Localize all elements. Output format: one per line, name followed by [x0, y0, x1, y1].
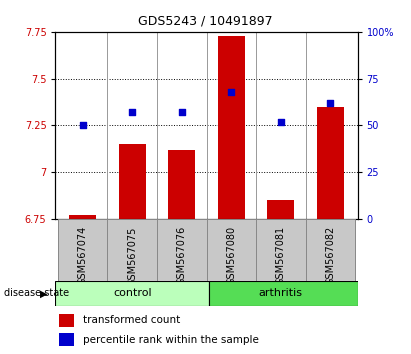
Text: GSM567082: GSM567082	[326, 226, 335, 285]
Bar	[157, 219, 207, 281]
Bar	[55, 281, 209, 306]
Text: GSM567080: GSM567080	[226, 226, 236, 285]
Bar	[256, 219, 305, 281]
Bar	[267, 200, 294, 219]
Point	[228, 89, 235, 95]
Text: GSM567074: GSM567074	[78, 226, 88, 285]
Bar	[69, 215, 96, 219]
Point	[79, 122, 86, 128]
Bar	[108, 219, 157, 281]
Bar	[218, 36, 245, 219]
Text: GSM567076: GSM567076	[177, 226, 187, 285]
Text: arthritis: arthritis	[259, 289, 303, 298]
Bar	[58, 333, 74, 346]
Bar	[58, 314, 74, 327]
Text: percentile rank within the sample: percentile rank within the sample	[83, 335, 259, 345]
Text: GSM567081: GSM567081	[276, 226, 286, 285]
Bar	[206, 219, 256, 281]
Point	[277, 119, 284, 124]
Text: disease state: disease state	[4, 289, 69, 298]
Bar	[209, 281, 358, 306]
Bar	[317, 107, 344, 219]
Text: GSM567075: GSM567075	[127, 226, 137, 286]
Point	[129, 109, 136, 115]
Text: GDS5243 / 10491897: GDS5243 / 10491897	[138, 14, 273, 27]
Bar	[305, 219, 355, 281]
Bar	[119, 144, 146, 219]
Point	[327, 100, 334, 106]
Text: control: control	[113, 289, 152, 298]
Bar	[58, 219, 108, 281]
Text: transformed count: transformed count	[83, 315, 180, 325]
Text: ▶: ▶	[40, 289, 47, 298]
Bar	[168, 150, 195, 219]
Point	[178, 109, 185, 115]
